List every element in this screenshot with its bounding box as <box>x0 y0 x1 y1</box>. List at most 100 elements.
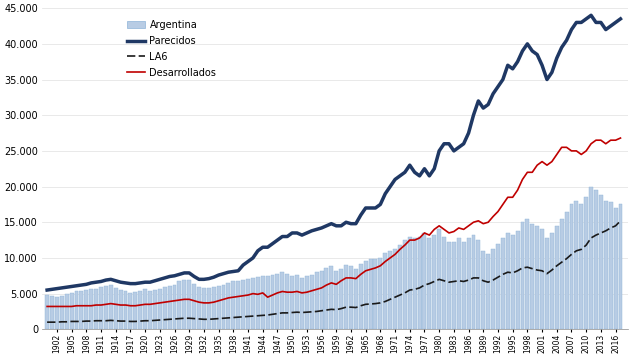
Bar <box>310 275 313 329</box>
Parecidos <box>587 13 595 17</box>
Bar <box>574 201 578 329</box>
Bar <box>281 272 284 329</box>
Legend: Argentina, Parecidos, LA6, Desarrollados: Argentina, Parecidos, LA6, Desarrollados <box>123 16 220 81</box>
Bar <box>192 283 196 329</box>
Bar <box>349 266 353 329</box>
LA6 <box>44 320 51 324</box>
Bar <box>379 258 382 329</box>
Bar <box>207 288 211 329</box>
Desarrollados <box>44 304 51 308</box>
Bar <box>226 283 231 329</box>
Bar <box>511 235 514 329</box>
Bar <box>75 291 78 329</box>
Bar <box>486 254 490 329</box>
LA6 <box>617 219 624 223</box>
Bar <box>295 275 299 329</box>
Bar <box>555 226 559 329</box>
Bar <box>368 259 372 329</box>
Line: Parecidos: Parecidos <box>47 15 621 290</box>
Parecidos <box>617 17 624 21</box>
Bar <box>285 273 289 329</box>
Bar <box>580 205 583 329</box>
Bar <box>344 265 348 329</box>
Bar <box>124 291 128 329</box>
Bar <box>153 290 157 329</box>
Parecidos <box>494 85 502 89</box>
Bar <box>589 187 593 329</box>
Bar <box>521 222 525 329</box>
Bar <box>158 288 162 329</box>
Bar <box>128 293 132 329</box>
Bar <box>261 276 265 329</box>
Parecidos <box>107 277 114 281</box>
Bar <box>315 272 319 329</box>
Bar <box>231 281 235 329</box>
Bar <box>393 249 397 329</box>
Bar <box>477 240 480 329</box>
LA6 <box>161 317 169 322</box>
Bar <box>359 263 363 329</box>
Bar <box>173 285 176 329</box>
Bar <box>354 269 358 329</box>
Bar <box>187 280 191 329</box>
Bar <box>64 294 69 329</box>
Bar <box>212 287 216 329</box>
Bar <box>84 290 88 329</box>
Bar <box>418 237 422 329</box>
Bar <box>236 281 240 329</box>
Bar <box>99 287 103 329</box>
Bar <box>339 268 343 329</box>
Bar <box>45 295 49 329</box>
Bar <box>163 287 167 329</box>
Parecidos <box>441 142 448 146</box>
Bar <box>305 276 309 329</box>
Bar <box>222 285 226 329</box>
Bar <box>251 278 255 329</box>
Bar <box>530 224 534 329</box>
Bar <box>94 288 98 329</box>
Bar <box>320 271 324 329</box>
Bar <box>614 208 617 329</box>
Desarrollados <box>494 210 502 214</box>
Bar <box>363 261 368 329</box>
Bar <box>398 245 402 329</box>
LA6 <box>484 280 492 284</box>
Bar <box>104 286 108 329</box>
Desarrollados <box>161 300 169 304</box>
Bar <box>114 288 118 329</box>
Bar <box>133 292 137 329</box>
Bar <box>462 242 466 329</box>
Desarrollados <box>240 293 247 298</box>
Bar <box>604 201 608 329</box>
Bar <box>246 278 250 329</box>
Bar <box>80 291 83 329</box>
Bar <box>324 268 329 329</box>
Bar <box>143 289 147 329</box>
Bar <box>270 275 274 329</box>
Parecidos <box>484 102 492 107</box>
Bar <box>452 242 456 329</box>
Bar <box>466 238 470 329</box>
Parecidos <box>161 276 169 280</box>
Bar <box>183 280 186 329</box>
Bar <box>619 205 623 329</box>
Bar <box>408 237 411 329</box>
Parecidos <box>240 263 247 267</box>
Bar <box>334 271 338 329</box>
Bar <box>329 266 333 329</box>
Bar <box>265 276 270 329</box>
Bar <box>491 250 495 329</box>
Bar <box>388 251 392 329</box>
Bar <box>471 235 475 329</box>
Bar <box>50 296 54 329</box>
Bar <box>119 290 123 329</box>
Desarrollados <box>441 227 448 232</box>
Desarrollados <box>617 136 624 140</box>
Bar <box>482 251 485 329</box>
Bar <box>178 281 181 329</box>
Bar <box>55 297 59 329</box>
Bar <box>202 288 206 329</box>
Bar <box>256 277 260 329</box>
LA6 <box>494 275 502 279</box>
Desarrollados <box>107 301 114 306</box>
